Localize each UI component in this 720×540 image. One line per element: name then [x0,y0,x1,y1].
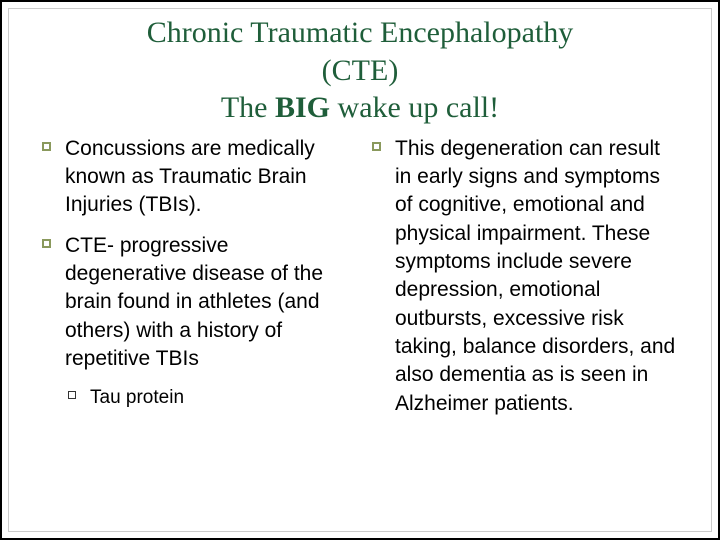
square-bullet-icon [42,239,51,248]
right-column: This degeneration can result in early si… [372,135,678,430]
square-bullet-icon [42,142,51,151]
list-item: Concussions are medically known as Traum… [42,135,348,220]
square-bullet-icon [372,142,381,151]
slide-title: Chronic Traumatic Encephalopathy (CTE) T… [30,14,690,127]
hollow-square-icon [68,391,76,399]
title-line3-big: BIG [275,91,330,124]
bullet-text: CTE- progressive degenerative disease of… [65,232,348,374]
title-line-3: The BIG wake up call! [30,89,690,127]
bullet-text: Concussions are medically known as Traum… [65,135,348,220]
sub-list-item: Tau protein [68,385,348,411]
list-item: This degeneration can result in early si… [372,135,678,418]
list-item: CTE- progressive degenerative disease of… [42,232,348,374]
title-line3-prefix: The [221,91,275,124]
title-line3-suffix: wake up call! [330,91,499,124]
bullet-text: This degeneration can result in early si… [395,135,678,418]
left-column: Concussions are medically known as Traum… [42,135,348,430]
content-columns: Concussions are medically known as Traum… [30,135,690,430]
title-line-2: (CTE) [30,52,690,90]
title-line-1: Chronic Traumatic Encephalopathy [30,14,690,52]
sub-bullet-text: Tau protein [90,385,184,411]
slide-container: Chronic Traumatic Encephalopathy (CTE) T… [0,0,720,540]
